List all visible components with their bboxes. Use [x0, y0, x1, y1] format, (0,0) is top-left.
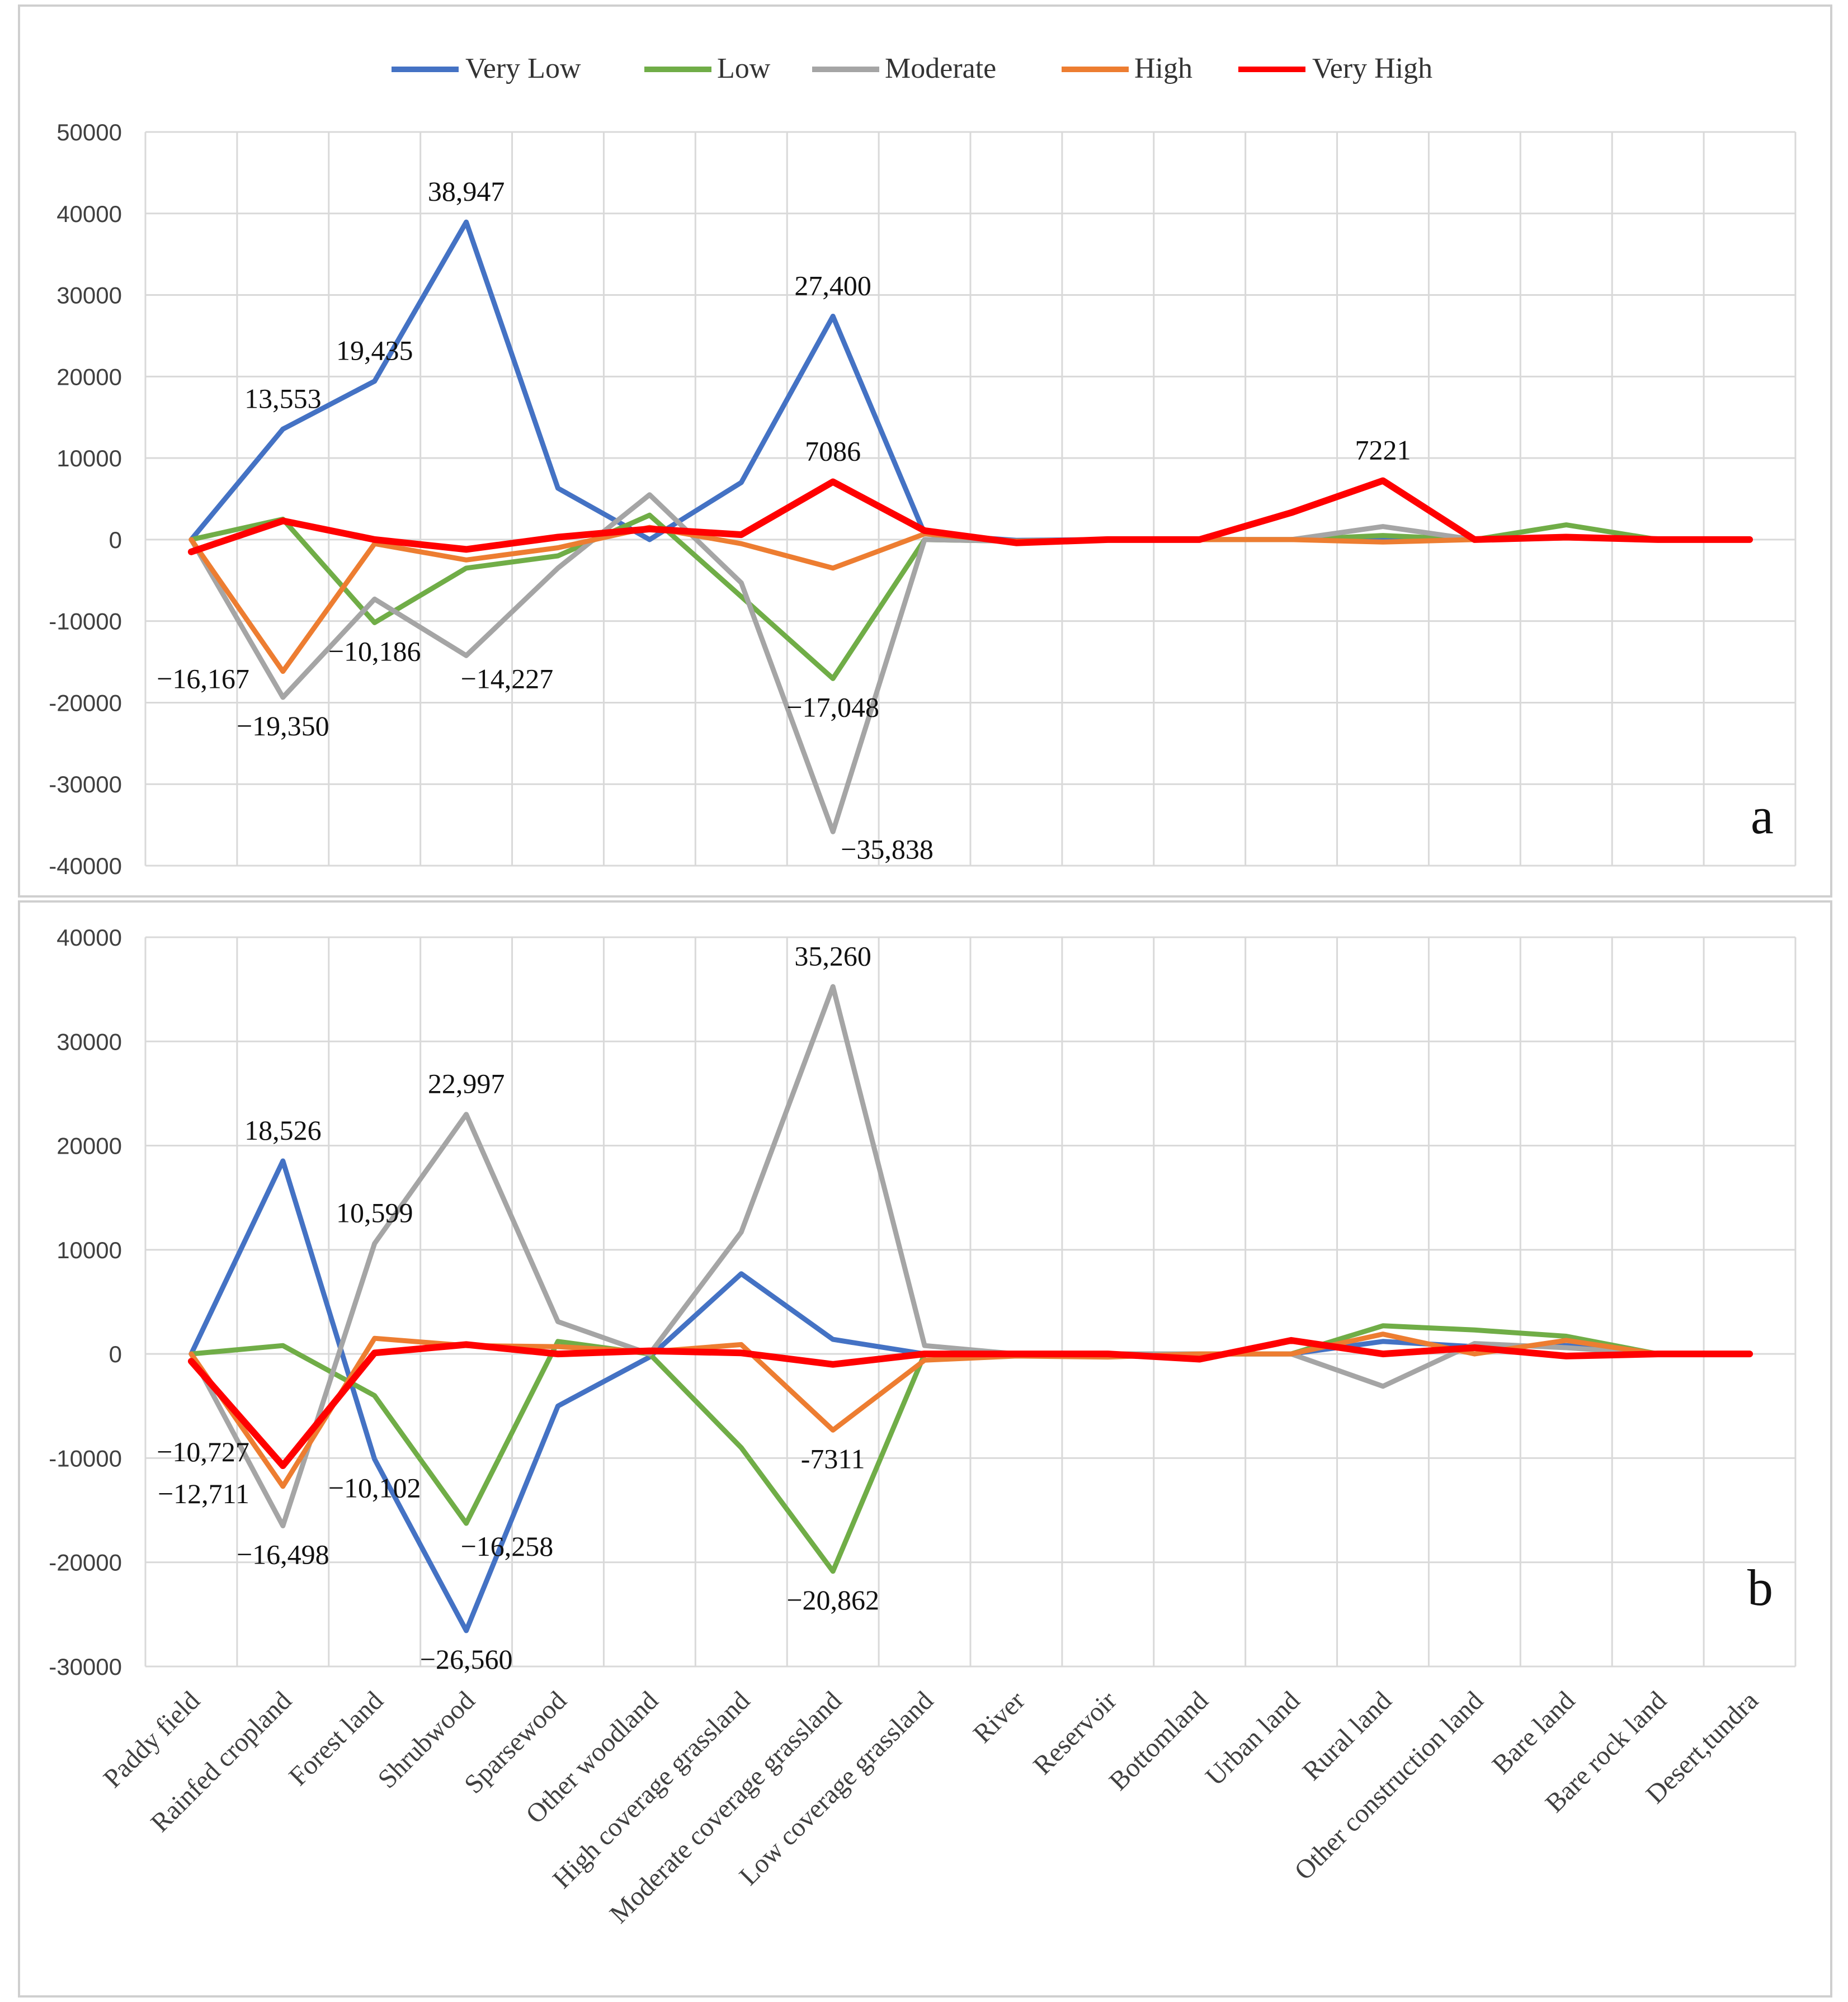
data-label: 38,947	[428, 176, 505, 207]
y-tick-label: 10000	[56, 1237, 122, 1263]
y-tick-label: 0	[109, 527, 122, 553]
y-tick-label: -40000	[49, 853, 122, 879]
data-label: −20,862	[786, 1584, 879, 1616]
data-label: −12,711	[158, 1478, 249, 1509]
panel-a: -40000 -30000 -20000 -10000 0 10000 20000 30000…	[49, 119, 1797, 879]
y-tick-label: 30000	[56, 282, 122, 309]
data-label: −35,838	[841, 833, 934, 865]
y-tick-label: 20000	[56, 363, 122, 390]
y-tick-label: 20000	[56, 1133, 122, 1159]
data-label: 13,553	[244, 383, 322, 414]
data-label: 35,260	[794, 940, 871, 971]
data-label: −17,048	[786, 691, 879, 723]
legend-entry-very-low: Very Low	[392, 53, 581, 84]
panel-label: a	[1751, 787, 1774, 844]
data-label: 7221	[1355, 435, 1411, 466]
data-label: −19,350	[237, 710, 329, 742]
data-label: 7086	[805, 436, 861, 467]
y-tick-label: 30000	[56, 1028, 122, 1055]
legend-label: Very Low	[465, 53, 581, 84]
y-tick-label: -20000	[49, 1550, 122, 1576]
y-tick-label: 50000	[56, 119, 122, 145]
data-label: 19,435	[336, 335, 413, 366]
y-tick-label: 40000	[56, 924, 122, 951]
legend-entry-very-high: Very High	[1238, 53, 1432, 84]
y-tick-label: -10000	[49, 608, 122, 635]
panel-b: -30000 -20000 -10000 0 10000 20000 30000 40000 1…	[49, 924, 1797, 1680]
y-tick-label: 10000	[56, 445, 122, 471]
panel-b-border	[18, 900, 1832, 1998]
data-label: −10,102	[328, 1472, 421, 1503]
data-label: -7311	[801, 1443, 865, 1474]
y-tick-label: 40000	[56, 201, 122, 227]
data-label: −26,560	[420, 1644, 513, 1675]
legend-entry-high: High	[1062, 53, 1192, 84]
data-label: −10,186	[328, 635, 421, 667]
series-line-very-high	[187, 477, 1753, 555]
series-line-very-high	[187, 1337, 1753, 1469]
series-line-moderate	[188, 984, 1752, 1528]
data-label: −16,258	[461, 1531, 554, 1562]
y-tick-label: -30000	[49, 771, 122, 797]
data-label: −14,227	[461, 663, 554, 694]
data-label: 10,599	[336, 1197, 413, 1229]
data-label: 27,400	[794, 270, 871, 301]
panel-a-border	[18, 4, 1832, 898]
data-label: −10,727	[157, 1436, 249, 1467]
legend-entry-low: Low	[644, 53, 771, 84]
legend: Very Low Low Moderate High Very High	[392, 53, 1432, 84]
y-tick-label: 0	[109, 1341, 122, 1367]
legend-label: High	[1134, 53, 1192, 84]
data-label: −16,498	[237, 1538, 329, 1570]
legend-label: Very High	[1312, 53, 1432, 84]
y-tick-label: -30000	[49, 1654, 122, 1680]
data-label: 22,997	[428, 1068, 505, 1099]
y-tick-label: -10000	[49, 1445, 122, 1471]
legend-label: Low	[717, 53, 771, 84]
legend-label: Moderate	[885, 53, 996, 84]
y-tick-label: -20000	[49, 690, 122, 716]
data-label: −16,167	[157, 663, 249, 695]
panel-label: b	[1747, 1559, 1773, 1616]
data-label: 18,526	[244, 1115, 322, 1146]
legend-entry-moderate: Moderate	[812, 53, 996, 84]
